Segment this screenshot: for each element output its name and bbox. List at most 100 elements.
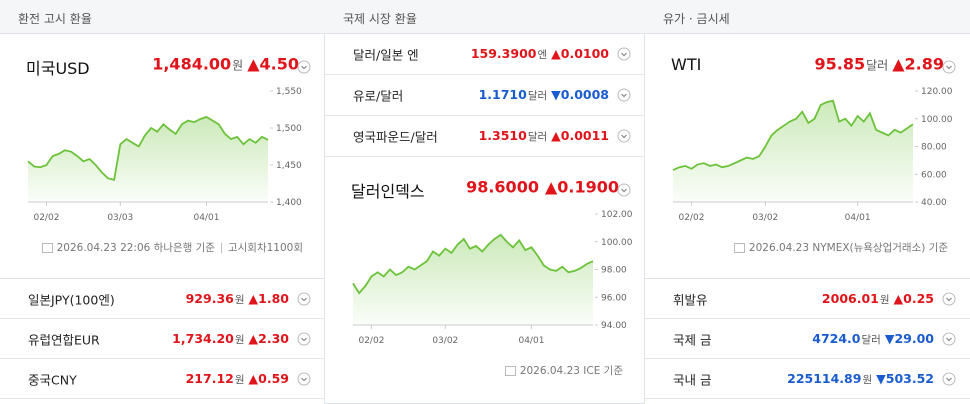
dropdown-circle [942,372,956,385]
price: 1,484.00 [152,54,232,74]
value-group: 1.3510 달러 ▲0.0011 [479,128,609,144]
x-tick-label: 04/01 [845,213,871,223]
dropdown-button[interactable] [617,47,631,61]
change: ▼503.52 [876,370,934,386]
dropdown-button[interactable] [942,292,956,306]
area [28,116,268,202]
dropdown-button[interactable] [617,88,631,102]
x-tick-label: 03/02 [752,213,778,223]
value-group: 1,484.00 원 ▲4.50 [152,55,299,74]
panel: 환전 고시 환율 미국USD 1,484.00 원 ▲4.50 1,550 1,500 1,4… [0,0,325,404]
y-tick-label: 96.00 [601,293,627,303]
dropdown-chevron [621,188,627,193]
row-name: 달러/일본 엔 [353,47,419,63]
dropdown-button[interactable] [942,372,956,386]
note-text: 고시회차1100회 [227,242,303,254]
change: ▼0.0008 [551,87,609,102]
main-block: WTI 95.85 달러 ▲2.89 120.00 100.00 80.00 60.00 40.… [645,34,970,279]
change: ▲0.0100 [551,46,609,61]
x-tick-label: 03/03 [107,213,133,223]
change: ▲0.1900 [544,177,619,197]
note: 2026.04.23 22:06 하나은행 기준 고시회차1100회 [41,240,303,255]
change: ▲0.59 [248,370,289,386]
dropdown-button[interactable] [297,60,311,74]
dropdown-button[interactable] [297,292,311,306]
dropdown-chevron [301,65,307,70]
y-tick-label: 98.00 [601,266,627,276]
x-tick-label: 02/02 [33,213,59,223]
x-tick-label: 02/02 [678,213,704,223]
y-tick-label: 1,400 [276,198,302,208]
x-tick-label: 02/02 [358,336,384,346]
change: ▲2.30 [248,330,289,346]
note-icon [41,242,53,253]
dropdown-circle [617,183,631,197]
unit: 원 [234,333,245,346]
price: 159.3900 [470,46,537,61]
x-tick-label: 04/01 [518,336,544,346]
y-tick-label: 100.00 [921,115,953,125]
dropdown-chevron [621,134,627,139]
main-name: WTI [671,55,702,74]
dropdown-button[interactable] [297,332,311,346]
value-group: 217.12 원 ▲0.59 [186,371,289,387]
value-group: 98.6000 ▲0.1900 [466,178,619,197]
y-tick-label: 1,500 [276,124,302,134]
row-name: 중국CNY [28,372,77,387]
price: 225114.89 [787,370,862,386]
unit: 원 [862,373,873,386]
price: 929.36 [185,290,234,306]
dropdown-circle [942,332,956,345]
line [352,233,594,295]
dropdown-button[interactable] [942,332,956,346]
chart: 1,550 1,500 1,450 1,400 02/02 03/03 04/01 [27,87,302,223]
row: 유로/달러 1.1710 달러 ▼0.0008 [325,75,645,116]
value-group: 159.3900 엔 ▲0.0100 [471,46,609,62]
dropdown-chevron [946,297,952,301]
x-tick-label: 04/01 [193,213,219,223]
dropdown-circle [617,47,631,61]
row-name: 휘발유 [673,292,708,307]
dropdown-chevron [946,377,952,381]
line [27,115,269,181]
y-tick-label: 102.00 [601,210,633,220]
value-group: 4724.0 달러 ▼29.00 [812,331,934,347]
row: 중국CNY 217.12 원 ▲0.59 [0,359,325,399]
panel: 유가 · 금시세 WTI 95.85 달러 ▲2.89 120.00 100.00 80.00… [645,0,970,404]
dropdown-button[interactable] [617,129,631,143]
y-tick-label: 40.00 [921,198,947,208]
row: 달러/일본 엔 159.3900 엔 ▲0.0100 [325,34,645,75]
unit: 달러 [527,90,548,102]
change: ▲1.80 [248,290,289,306]
row-name: 영국파운드/달러 [353,129,438,145]
change: ▲2.89 [892,54,944,74]
note: 2026.04.23 ICE 기준 [504,363,623,378]
dropdown-chevron [946,337,952,341]
price: 1,734.20 [172,330,234,346]
dropdown-chevron [301,337,307,341]
price: 98.6000 [466,177,539,197]
dropdown-chevron [621,93,627,98]
value-group: 225114.89 원 ▼503.52 [787,371,934,387]
dropdown-button[interactable] [942,60,956,74]
dropdown-button[interactable] [617,183,631,197]
dropdown-button[interactable] [297,372,311,386]
panel-title: 국제 시장 환율 [325,0,645,34]
dropdown-chevron [621,52,627,57]
dropdown-circle [942,60,956,74]
y-tick-label: 1,550 [276,87,302,97]
x-tick-label: 03/02 [432,336,458,346]
unit: 원 [232,58,244,73]
price: 1.1710 [478,87,527,102]
dropdown-circle [297,332,311,345]
panel-title: 환전 고시 환율 [0,0,325,34]
note-text: 2026.04.23 22:06 하나은행 기준 [56,242,215,254]
unit: 엔 [537,49,548,61]
y-tick-label: 1,450 [276,161,302,171]
value-group: 929.36 원 ▲1.80 [186,291,289,307]
chart: 102.00 100.00 98.00 96.00 94.00 02/02 03/02 04/… [352,210,633,346]
dropdown-chevron [301,297,307,301]
line [672,99,914,171]
